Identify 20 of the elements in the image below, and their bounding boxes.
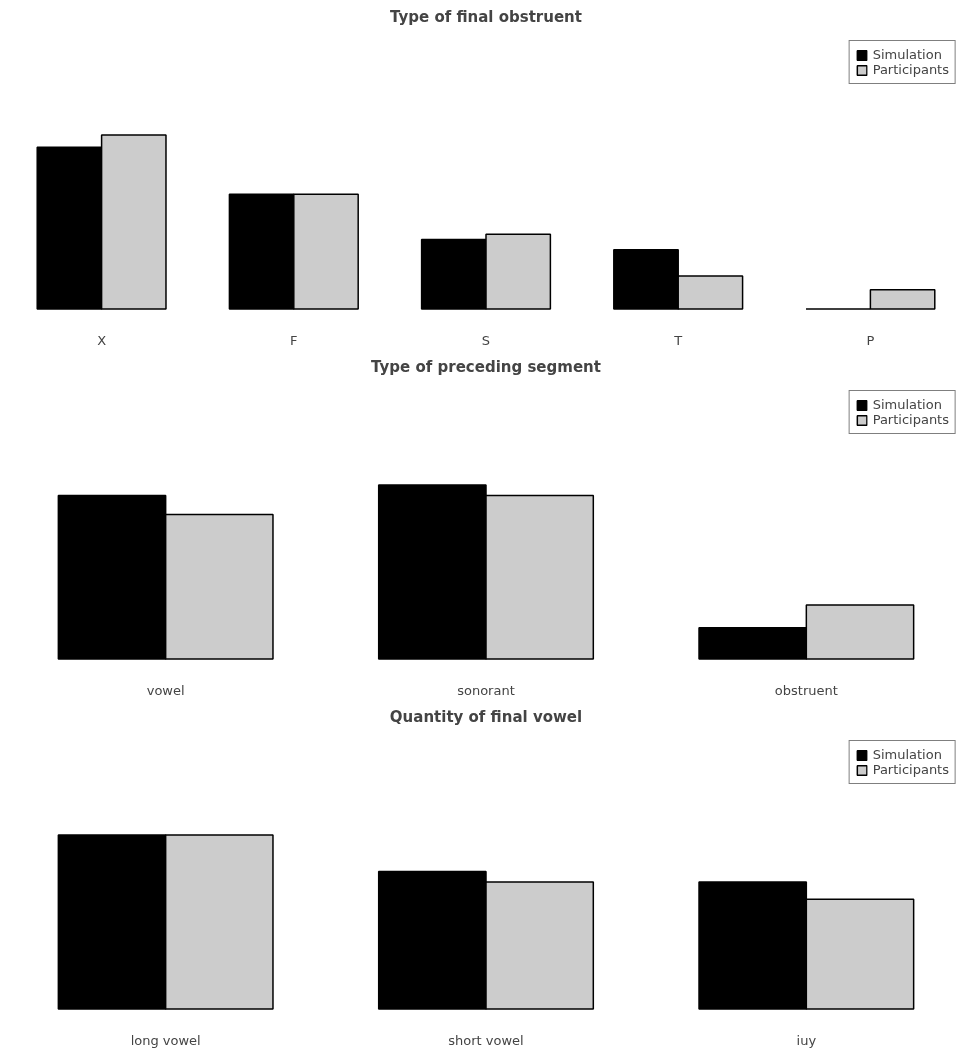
chart-title: Type of final obstruent — [390, 7, 582, 26]
legend-label: Participants — [872, 762, 949, 777]
chart-title: Type of preceding segment — [371, 357, 601, 376]
legend-label: Participants — [872, 412, 949, 427]
x-tick-label: long vowel — [130, 1032, 201, 1048]
x-tick-label: vowel — [146, 682, 185, 698]
x-tick-label: sonorant — [457, 682, 515, 698]
legend-label: Simulation — [872, 747, 942, 762]
x-tick-label: T — [673, 332, 683, 348]
x-tick-label: short vowel — [448, 1032, 524, 1048]
legend-label: Participants — [872, 62, 949, 77]
x-tick-label: F — [290, 332, 298, 348]
x-tick-label: iuy — [796, 1032, 817, 1048]
x-tick-label: obstruent — [774, 682, 838, 698]
chart-title: Quantity of final vowel — [389, 707, 583, 726]
x-tick-label: X — [97, 332, 107, 348]
x-tick-label: S — [481, 332, 491, 348]
legend-label: Simulation — [872, 47, 942, 62]
x-tick-label: P — [866, 332, 875, 348]
legend-label: Simulation — [872, 397, 942, 412]
